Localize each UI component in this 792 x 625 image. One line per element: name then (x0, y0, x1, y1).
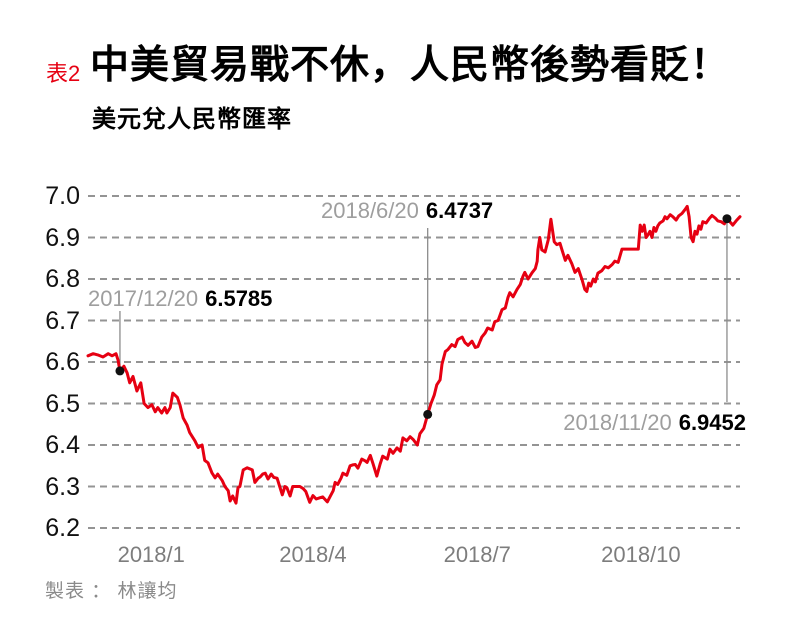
y-tick-label: 6.9 (45, 223, 80, 252)
x-tick-label: 2018/10 (601, 542, 681, 567)
annotation-value: 6.5785 (205, 286, 273, 311)
price-line (86, 204, 742, 505)
annotation-label: 2018/11/20 6.9452 (563, 410, 746, 436)
annotation-label: 2018/6/20 6.4737 (321, 198, 493, 224)
y-tick-label: 6.8 (45, 265, 80, 293)
y-tick-label: 6.3 (45, 472, 80, 501)
chart-credit: 製表 ： 林讓均 (45, 581, 178, 602)
page-title: 中美貿易戰不休，人民幣後勢看貶！ (90, 44, 731, 87)
y-tick-label: 6.4 (45, 431, 80, 459)
y-tick-label: 7.0 (45, 182, 80, 210)
annotation-date: 2017/12/20 (88, 286, 199, 311)
annotation-label: 2017/12/20 6.5785 (88, 286, 272, 312)
annotation-value: 6.9452 (678, 410, 746, 435)
annotation-dot (722, 214, 732, 224)
annotation-date: 2018/11/20 (563, 410, 672, 435)
annotation-value: 6.4737 (425, 198, 494, 223)
table-badge: 表2 (46, 61, 81, 86)
annotation-dot (423, 409, 433, 419)
y-tick-label: 6.5 (45, 389, 80, 418)
annotation-date: 2018/6/20 (321, 198, 419, 223)
x-tick-label: 2018/1 (117, 542, 185, 567)
x-tick-label: 2018/7 (443, 542, 511, 567)
y-tick-label: 6.6 (45, 348, 80, 376)
x-tick-label: 2018/4 (279, 542, 347, 567)
y-tick-label: 6.7 (45, 306, 80, 335)
y-tick-label: 6.2 (45, 514, 80, 542)
annotation-dot (115, 366, 125, 376)
chart-subtitle: 美元兌人民幣匯率 (92, 106, 292, 133)
